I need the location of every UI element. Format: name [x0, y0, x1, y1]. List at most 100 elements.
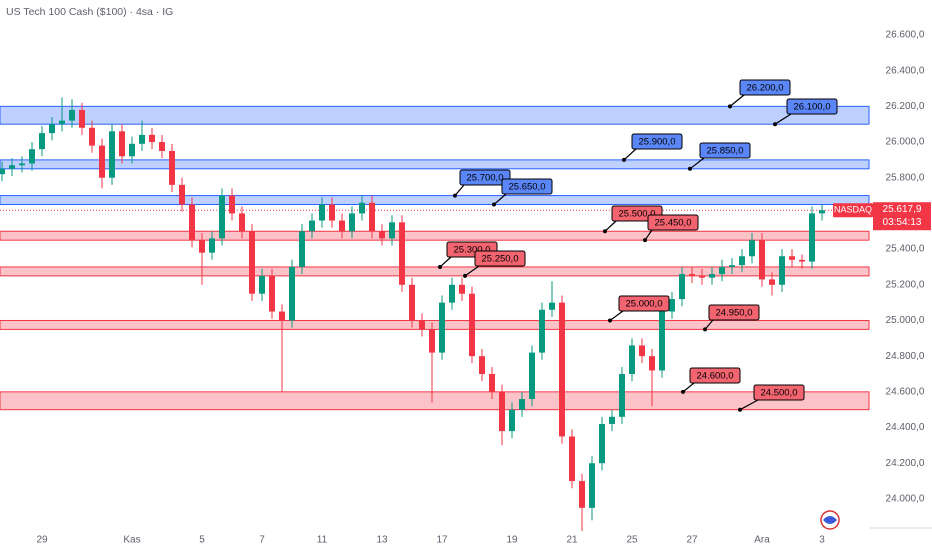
y-tick-label: 24.000,0 — [886, 494, 925, 505]
callout-pointer — [774, 113, 792, 125]
callout-pointer — [623, 148, 637, 161]
candle-body — [39, 133, 45, 150]
callout-dot — [453, 193, 457, 198]
candle-body — [79, 109, 85, 128]
candle-body — [479, 356, 485, 375]
candle-body — [769, 279, 775, 285]
candle-body — [369, 202, 375, 232]
callout-label: 25.650,0 — [509, 182, 546, 193]
candle-body — [229, 195, 235, 214]
callout-dot — [688, 166, 692, 171]
y-tick-label: 26.000,0 — [886, 137, 925, 148]
candle-body — [319, 204, 325, 221]
candle-body — [29, 149, 35, 164]
callout-dot — [622, 157, 626, 162]
candle-body — [509, 409, 515, 432]
callout-label: 24.600,0 — [697, 371, 734, 382]
candle-body — [639, 345, 645, 357]
callout-dot — [728, 104, 732, 109]
candle-body — [649, 356, 655, 371]
candle-body — [269, 275, 275, 312]
callout-box — [699, 142, 751, 159]
callout-pointer — [729, 94, 745, 107]
x-tick-label: 25 — [626, 535, 638, 546]
candle-body — [419, 320, 425, 330]
callout-label: 25.300,0 — [454, 245, 491, 256]
y-tick-label: 24.600,0 — [886, 386, 925, 397]
candle-body — [609, 416, 615, 424]
callout-dot — [438, 264, 442, 269]
candle-body — [19, 163, 25, 166]
zone — [0, 230, 870, 241]
callout-dot — [492, 202, 496, 207]
candle-body — [519, 398, 525, 410]
callout-pointer — [604, 220, 617, 232]
candle-body — [339, 220, 345, 232]
zone — [0, 391, 870, 411]
candle-body — [379, 231, 385, 239]
callout-pointer — [689, 157, 705, 170]
x-tick-label: 3 — [819, 535, 825, 546]
callout-pointer — [682, 382, 695, 393]
callout-label: 25.450,0 — [655, 218, 692, 229]
candle-body — [139, 134, 145, 144]
price-name-box — [833, 203, 873, 218]
candle-body — [59, 120, 65, 125]
candle-body — [189, 204, 195, 241]
countdown: 03:54:13 — [883, 217, 922, 228]
y-tick-label: 24.400,0 — [886, 422, 925, 433]
candle-body — [659, 311, 665, 371]
candle-body — [169, 150, 175, 185]
candle-body — [69, 109, 75, 121]
candle-body — [149, 134, 155, 143]
callout-label: 25.250,0 — [482, 254, 519, 265]
candle-body — [119, 131, 125, 157]
callout-label: 25.900,0 — [639, 137, 676, 148]
candle-body — [719, 266, 725, 275]
candle-body — [159, 142, 165, 151]
callout-dot — [608, 318, 612, 323]
callout-box — [753, 384, 805, 401]
callout-label: 25.500,0 — [619, 209, 656, 220]
candle-body — [699, 275, 705, 278]
callout-box — [739, 79, 791, 96]
candle-body — [499, 391, 505, 432]
candle-body — [789, 256, 795, 260]
candle-body — [219, 195, 225, 239]
y-tick-label: 25.200,0 — [886, 279, 925, 290]
callout-pointer — [493, 193, 507, 205]
candle-body — [289, 266, 295, 321]
x-tick-label: 19 — [506, 535, 518, 546]
callout-dot — [643, 238, 647, 243]
logo — [820, 510, 840, 530]
candle-body — [779, 256, 785, 285]
callout-label: 24.500,0 — [761, 388, 798, 399]
price-tag: 25.617,9 — [883, 204, 922, 215]
candle-body — [749, 240, 755, 257]
candle-body — [729, 265, 735, 267]
candle-body — [329, 204, 335, 221]
chart-title: US Tech 100 Cash ($100) · 4sa · IG — [6, 6, 173, 18]
candle-body — [539, 309, 545, 353]
candle-body — [579, 481, 585, 508]
candle-body — [759, 240, 765, 280]
candle-body — [549, 302, 555, 310]
zone — [0, 105, 870, 125]
y-tick-label: 26.200,0 — [886, 101, 925, 112]
candle-body — [279, 311, 285, 321]
callout-box — [631, 133, 683, 150]
x-tick-label: 21 — [566, 535, 578, 546]
candle-body — [209, 238, 215, 253]
candle-body — [299, 231, 305, 267]
x-tick-label: 13 — [376, 535, 388, 546]
candle-body — [809, 213, 815, 262]
candle-body — [449, 284, 455, 303]
candle-body — [99, 145, 105, 178]
x-tick-label: 29 — [36, 535, 48, 546]
candle-body — [629, 345, 635, 375]
candle-body — [199, 240, 205, 253]
callout-pointer — [439, 256, 452, 268]
callout-pointer — [739, 399, 759, 411]
callout-dot — [703, 327, 707, 332]
